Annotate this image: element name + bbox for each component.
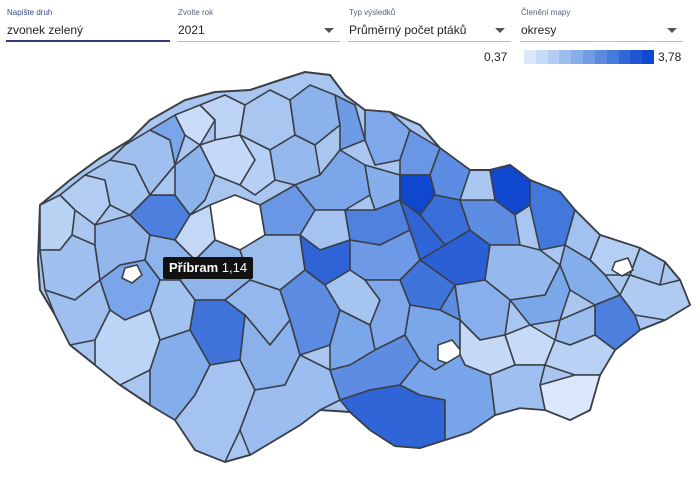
result-type-select[interactable]: Typ výsledků Průměrný počet ptáků: [348, 6, 511, 42]
legend-swatch: [630, 50, 643, 64]
district-jablonec[interactable]: [334, 94, 366, 151]
district-teplice[interactable]: [174, 104, 216, 146]
species-field-label: Napište druh: [7, 8, 53, 17]
chevron-down-icon[interactable]: [667, 28, 677, 33]
result-type-label: Typ výsledků: [349, 8, 396, 17]
district-most[interactable]: [149, 114, 186, 166]
district-hodonin[interactable]: [539, 374, 601, 421]
species-input[interactable]: zvonek zelený: [7, 23, 84, 37]
map-division-label: Členění mapy: [521, 8, 571, 17]
district-breclav[interactable]: [489, 364, 546, 416]
map-division-select[interactable]: Členění mapy okresy: [520, 6, 683, 42]
legend-swatch: [642, 50, 654, 64]
legend-swatch: [618, 50, 631, 64]
species-field-underline: [6, 40, 170, 42]
year-select-value: 2021: [178, 23, 205, 37]
legend-swatch: [594, 50, 607, 64]
legend-swatch: [571, 50, 584, 64]
district-map: [36, 70, 692, 464]
legend-swatch: [606, 50, 619, 64]
district-plzen-mesto[interactable]: [121, 264, 143, 284]
tooltip-district-name: Příbram: [169, 260, 219, 275]
district-praha-vychod[interactable]: [259, 184, 316, 236]
year-select-underline: [177, 41, 340, 42]
year-select[interactable]: Zvolte rok 2021: [177, 6, 340, 42]
legend-swatch: [583, 50, 595, 64]
district-karvina-enclave[interactable]: [611, 257, 634, 277]
legend-swatch: [559, 50, 572, 64]
district-louny[interactable]: [149, 164, 176, 196]
result-type-value: Průměrný počet ptáků: [349, 23, 467, 37]
legend-min-value: 0,37: [484, 50, 508, 64]
chevron-down-icon[interactable]: [324, 28, 334, 33]
legend-max-value: 3,78: [658, 50, 682, 64]
legend-swatch: [535, 50, 548, 64]
district-blansko[interactable]: [439, 284, 461, 321]
tooltip-value: 1,14: [221, 260, 248, 275]
species-field[interactable]: Napište druh zvonek zelený: [6, 6, 170, 42]
chevron-down-icon[interactable]: [495, 28, 505, 33]
result-type-underline: [348, 41, 511, 42]
map-division-underline: [520, 41, 683, 42]
legend-swatch: [547, 50, 560, 64]
district-jindrichuv-hradec[interactable]: [239, 354, 341, 456]
map-division-value: okresy: [521, 23, 557, 37]
legend-color-scale: [524, 50, 654, 64]
legend-swatch: [524, 50, 536, 64]
map-tooltip: Příbram 1,14: [163, 257, 254, 279]
year-select-label: Zvolte rok: [178, 8, 214, 17]
district-brno-jih[interactable]: [399, 354, 496, 441]
